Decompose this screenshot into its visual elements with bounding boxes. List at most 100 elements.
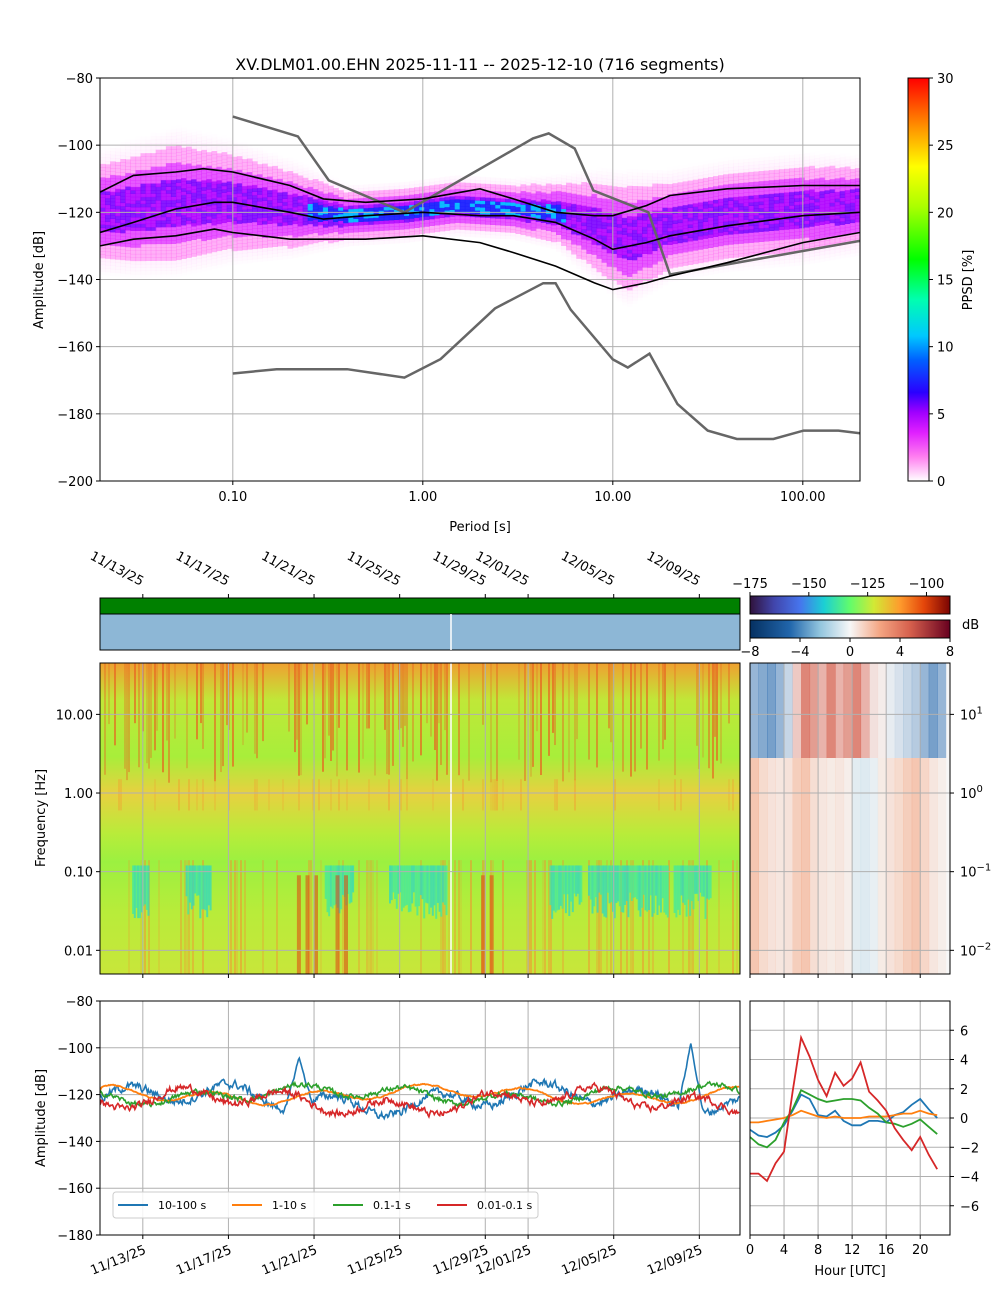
ppsd-density-cell <box>778 243 785 247</box>
ppsd-density-cell <box>317 191 324 196</box>
ppsd-density-cell <box>282 164 289 169</box>
ppsd-density-cell <box>784 158 790 163</box>
ppsd-density-cell <box>429 239 435 243</box>
ppsd-density-cell <box>130 213 137 218</box>
ppsd-density-cell <box>211 221 218 226</box>
spectrogram-streak <box>188 779 190 811</box>
ppsd-density-cell <box>799 174 805 178</box>
ppsd-density-cell <box>469 176 476 181</box>
ppsd-density-cell <box>525 192 532 196</box>
ppsd-density-cell <box>155 243 162 248</box>
ppsd-density-cell <box>601 252 608 256</box>
ppsd-density-cell <box>262 244 268 248</box>
ppsd-density-cell <box>459 185 466 190</box>
ppsd-density-cell <box>115 269 121 274</box>
ppsd-density-cell <box>819 180 826 185</box>
ppsd-density-cell <box>312 182 319 187</box>
ppsd-density-cell <box>697 215 704 220</box>
ppsd-density-cell <box>130 190 137 194</box>
ppsd-density-cell <box>241 209 248 214</box>
ppsd-density-cell <box>140 213 147 218</box>
ppsd-density-cell <box>829 249 836 254</box>
ppsd-density-cell <box>743 229 750 234</box>
ppsd-density-cell <box>252 255 258 260</box>
ppsd-density-cell <box>262 250 268 255</box>
ppsd-density-cell <box>571 220 577 225</box>
ppsd-density-cell <box>186 233 192 238</box>
ppsd-density-cell <box>424 236 430 241</box>
ppsd-density-cell <box>844 213 851 218</box>
ppsd-density-cell <box>733 180 739 184</box>
ppsd-density-cell <box>313 169 319 173</box>
ppsd-density-cell <box>348 222 354 226</box>
ppsd-density-cell <box>692 196 699 201</box>
ppsd-density-cell <box>586 172 593 177</box>
ppsd-density-cell <box>632 219 638 224</box>
ppsd-density-cell <box>135 153 142 157</box>
ppsd-density-cell <box>485 190 491 195</box>
ppsd-density-cell <box>398 192 405 197</box>
ppsd-density-cell <box>616 287 623 292</box>
ppsd-density-cell <box>642 257 648 261</box>
ppsd-density-cell <box>495 204 501 209</box>
ppsd-density-cell <box>130 180 137 184</box>
ppsd-density-cell <box>170 146 177 150</box>
ppsd-density-cell <box>100 237 106 242</box>
ppsd-density-cell <box>621 268 628 272</box>
ppsd-density-cell <box>809 199 815 204</box>
ppsd-density-cell <box>333 211 339 216</box>
ppsd-density-cell <box>145 213 152 218</box>
ppsd-density-cell <box>414 224 420 228</box>
ppsd-density-cell <box>353 218 359 223</box>
ppsd-density-cell <box>135 257 142 262</box>
ppsd-density-cell <box>642 243 648 248</box>
ppsd-density-cell <box>728 180 734 185</box>
ppsd-density-cell <box>596 261 603 266</box>
ppsd-density-cell <box>105 272 111 276</box>
ppsd-density-cell <box>667 278 674 282</box>
ppsd-density-cell <box>333 204 339 209</box>
ppsd-density-cell <box>398 222 405 227</box>
ppsd-density-cell <box>155 213 162 218</box>
ppsd-density-cell <box>211 194 218 199</box>
ppsd-density-cell <box>697 272 704 277</box>
ppsd-density-cell <box>282 155 288 159</box>
ppsd-colorbar-tick-label: 20 <box>937 206 954 221</box>
ppsd-density-cell <box>849 189 856 193</box>
ppsd-density-cell <box>186 170 192 174</box>
ppsd-density-cell <box>353 238 359 243</box>
ppsd-density-cell <box>110 272 116 276</box>
ppsd-density-cell <box>758 197 765 202</box>
ppsd-density-cell <box>454 225 461 230</box>
ppsd-density-cell <box>363 204 370 209</box>
ppsd-density-cell <box>829 179 836 183</box>
ppsd-density-cell <box>702 171 709 175</box>
gap-panel <box>99 613 741 651</box>
ppsd-density-cell <box>647 250 653 255</box>
ppsd-density-cell <box>819 170 826 175</box>
ppsd-density-cell <box>221 185 228 190</box>
ppsd-density-cell <box>464 216 471 221</box>
ppsd-density-cell <box>601 211 608 216</box>
ppsd-density-cell <box>799 157 805 162</box>
spectrogram-streak <box>372 860 374 974</box>
ppsd-density-cell <box>398 189 405 193</box>
ppsd-density-cell <box>834 195 841 199</box>
ppsd-density-cell <box>611 203 618 207</box>
ppsd-density-cell <box>814 242 821 246</box>
ppsd-density-cell <box>692 199 699 204</box>
ppsd-density-cell <box>611 236 618 241</box>
ppsd-density-cell <box>718 175 724 179</box>
ppsd-density-cell <box>165 176 172 181</box>
ppsd-density-cell <box>368 234 375 239</box>
ppsd-density-cell <box>708 203 714 208</box>
ppsd-density-cell <box>231 153 238 158</box>
ppsd-density-cell <box>657 213 663 218</box>
ppsd-density-cell <box>763 241 770 245</box>
ppsd-density-cell <box>728 190 734 195</box>
ppsd-density-cell <box>221 219 228 224</box>
ppsd-density-cell <box>160 257 167 261</box>
ppsd-density-cell <box>738 196 745 201</box>
ppsd-density-cell <box>333 245 339 249</box>
ppsd-density-cell <box>267 156 273 161</box>
